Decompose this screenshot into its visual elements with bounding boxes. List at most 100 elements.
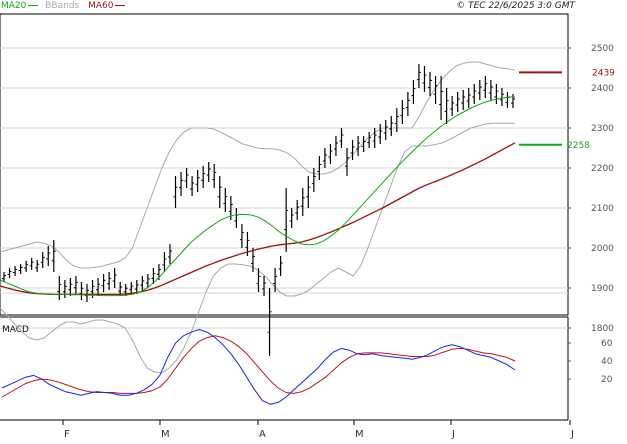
price-bar — [378, 124, 383, 144]
price-bar — [40, 252, 45, 268]
price-bar — [96, 278, 101, 296]
price-bar — [372, 128, 377, 148]
price-bar — [383, 120, 388, 140]
price-bar — [345, 148, 350, 176]
price-bar — [234, 208, 239, 228]
main-y-tick-label: 2400 — [591, 84, 614, 94]
x-tick-label: J — [451, 429, 455, 440]
price-bar — [289, 208, 294, 228]
macd-panel-title: MACD — [2, 325, 29, 335]
price-bar — [499, 88, 504, 106]
price-bar — [411, 80, 416, 104]
price-bar — [322, 148, 327, 168]
x-tick-label: M — [355, 429, 364, 440]
price-bar — [273, 268, 278, 292]
macd-y-tick-label: 20 — [601, 375, 613, 385]
copyright-notice: © TEC 22/6/2025 3:0 GMT — [456, 1, 575, 11]
price-bar — [173, 176, 178, 208]
price-bar — [62, 280, 67, 298]
main-y-tick-label: 2000 — [591, 244, 614, 254]
legend-ma60-label: MA60 — [88, 1, 114, 11]
price-bar — [184, 168, 189, 188]
price-bar — [140, 276, 145, 290]
main-y-tick-label: 1800 — [591, 324, 614, 334]
bband-lower-line — [0, 122, 515, 374]
price-bar — [262, 276, 267, 296]
price-bar — [162, 252, 167, 272]
price-bar — [317, 156, 322, 180]
price-bar — [101, 274, 106, 292]
x-tick-label: A — [259, 429, 266, 440]
price-bar — [450, 96, 455, 116]
price-bar — [328, 144, 333, 164]
price-bar — [145, 274, 150, 288]
price-bar — [167, 244, 172, 264]
price-bar — [433, 76, 438, 104]
price-bar — [267, 288, 272, 356]
price-bar — [68, 278, 73, 296]
x-tick-label: J — [570, 429, 574, 440]
price-bar — [190, 176, 195, 196]
chart-legend: MA20 BBands MA60 — [1, 0, 129, 12]
price-bar — [278, 256, 283, 276]
price-bar — [389, 116, 394, 136]
price-bar — [361, 136, 366, 152]
price-bar — [239, 224, 244, 248]
price-bar — [217, 176, 222, 208]
price-bar — [428, 72, 433, 96]
price-bar — [488, 80, 493, 100]
price-bar — [57, 276, 62, 300]
price-bar — [511, 94, 515, 108]
macd-y-tick-label: 60 — [601, 339, 613, 349]
price-bar — [444, 88, 449, 124]
price-bar — [483, 76, 488, 98]
price-bar — [494, 84, 499, 104]
price-bar — [73, 276, 78, 294]
price-bar — [112, 268, 117, 288]
level-label-2439: 2439 — [592, 68, 615, 78]
macd-y-tick-label: 40 — [601, 357, 613, 367]
main-y-tick-label: 2200 — [591, 164, 614, 174]
price-bar — [284, 188, 289, 252]
price-bar — [250, 248, 255, 272]
price-bar — [416, 64, 421, 88]
price-bar — [439, 76, 444, 120]
legend-bbands-label: BBands — [45, 1, 80, 11]
macd-signal-line — [1, 335, 516, 398]
legend-ma20-label: MA20 — [1, 1, 27, 11]
price-bar — [24, 260, 29, 272]
price-bar — [505, 92, 510, 108]
price-bar — [356, 136, 361, 156]
x-tick-label: M — [161, 429, 170, 440]
price-bar — [7, 268, 12, 278]
price-bar — [201, 166, 206, 188]
main-y-tick-label: 2300 — [591, 124, 614, 134]
price-bar — [179, 172, 184, 196]
level-label-2258: 2258 — [567, 141, 590, 151]
price-bar — [295, 200, 300, 220]
macd-line — [1, 329, 516, 405]
bband-upper-line — [0, 61, 516, 269]
price-bar — [46, 246, 51, 266]
price-bar — [405, 92, 410, 116]
price-bar — [394, 108, 399, 132]
price-bar — [134, 280, 139, 294]
main-panel-frame — [0, 13, 569, 316]
price-bar — [151, 268, 156, 284]
ma20-line — [0, 96, 516, 297]
ma60-line — [0, 142, 516, 296]
price-bar — [300, 188, 305, 216]
price-bar — [339, 128, 344, 148]
price-bar — [350, 140, 355, 160]
price-bar — [212, 164, 217, 188]
price-bar — [422, 66, 427, 92]
price-bar — [18, 264, 23, 274]
price-bar — [461, 90, 466, 110]
main-y-tick-label: 2500 — [591, 44, 614, 54]
price-bar — [79, 282, 84, 300]
price-bar — [472, 84, 477, 104]
price-bar — [477, 80, 482, 100]
legend-ma20-swatch — [28, 5, 39, 6]
